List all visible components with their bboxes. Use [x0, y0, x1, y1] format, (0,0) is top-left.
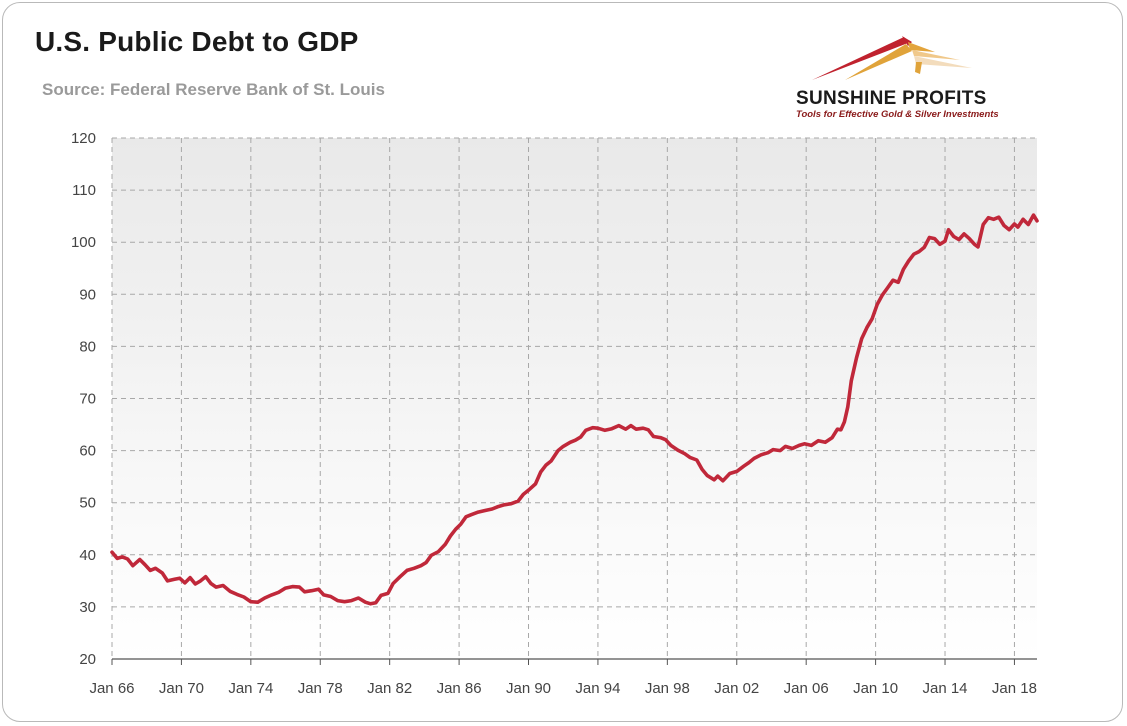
- y-tick-label: 90: [79, 286, 96, 303]
- x-tick-label: Jan 78: [298, 680, 343, 697]
- gridlines: [111, 137, 1037, 659]
- x-tick-label: Jan 70: [159, 680, 204, 697]
- x-axis: Jan 66 Jan 70 Jan 74 Jan 78 Jan 82 Jan 86 Jan …: [89, 659, 1037, 697]
- x-tick-label: Jan 14: [922, 680, 967, 697]
- x-tick-label: Jan 94: [575, 680, 620, 697]
- series-line: [110, 213, 1039, 606]
- y-tick-label: 110: [72, 182, 96, 199]
- y-tick-label: 40: [79, 547, 96, 564]
- x-tick-label: Jan 10: [853, 680, 898, 697]
- y-tick-label: 60: [79, 443, 96, 460]
- x-tick-label: Jan 82: [367, 680, 412, 697]
- sunshine-rays-logo-icon: [812, 36, 972, 80]
- y-axis: 120 110 100 90 80 70 60 50 40 30 20: [71, 130, 96, 668]
- x-tick-label: Jan 06: [784, 680, 829, 697]
- chart-title: U.S. Public Debt to GDP: [35, 26, 359, 57]
- x-tick-label: Jan 18: [992, 680, 1037, 697]
- logo-tagline: Tools for Effective Gold & Silver Invest…: [796, 109, 999, 120]
- y-tick-label: 70: [79, 391, 96, 408]
- x-tick-label: Jan 02: [714, 680, 759, 697]
- y-tick-label: 100: [71, 234, 96, 251]
- sunshine-profits-logo: SUNSHINE PROFITS Tools for Effective Gol…: [790, 34, 1040, 124]
- y-tick-label: 20: [79, 651, 96, 668]
- y-tick-label: 120: [71, 130, 96, 147]
- y-tick-label: 50: [79, 495, 96, 512]
- y-tick-label: 30: [79, 599, 96, 616]
- chart-source: Source: Federal Reserve Bank of St. Loui…: [42, 80, 385, 99]
- x-tick-label: Jan 74: [228, 680, 273, 697]
- x-tick-label: Jan 98: [645, 680, 690, 697]
- x-tick-label: Jan 86: [437, 680, 482, 697]
- x-tick-label: Jan 90: [506, 680, 551, 697]
- logo-name: SUNSHINE PROFITS: [796, 88, 987, 109]
- x-tick-label: Jan 66: [89, 680, 134, 697]
- y-tick-label: 80: [79, 338, 96, 355]
